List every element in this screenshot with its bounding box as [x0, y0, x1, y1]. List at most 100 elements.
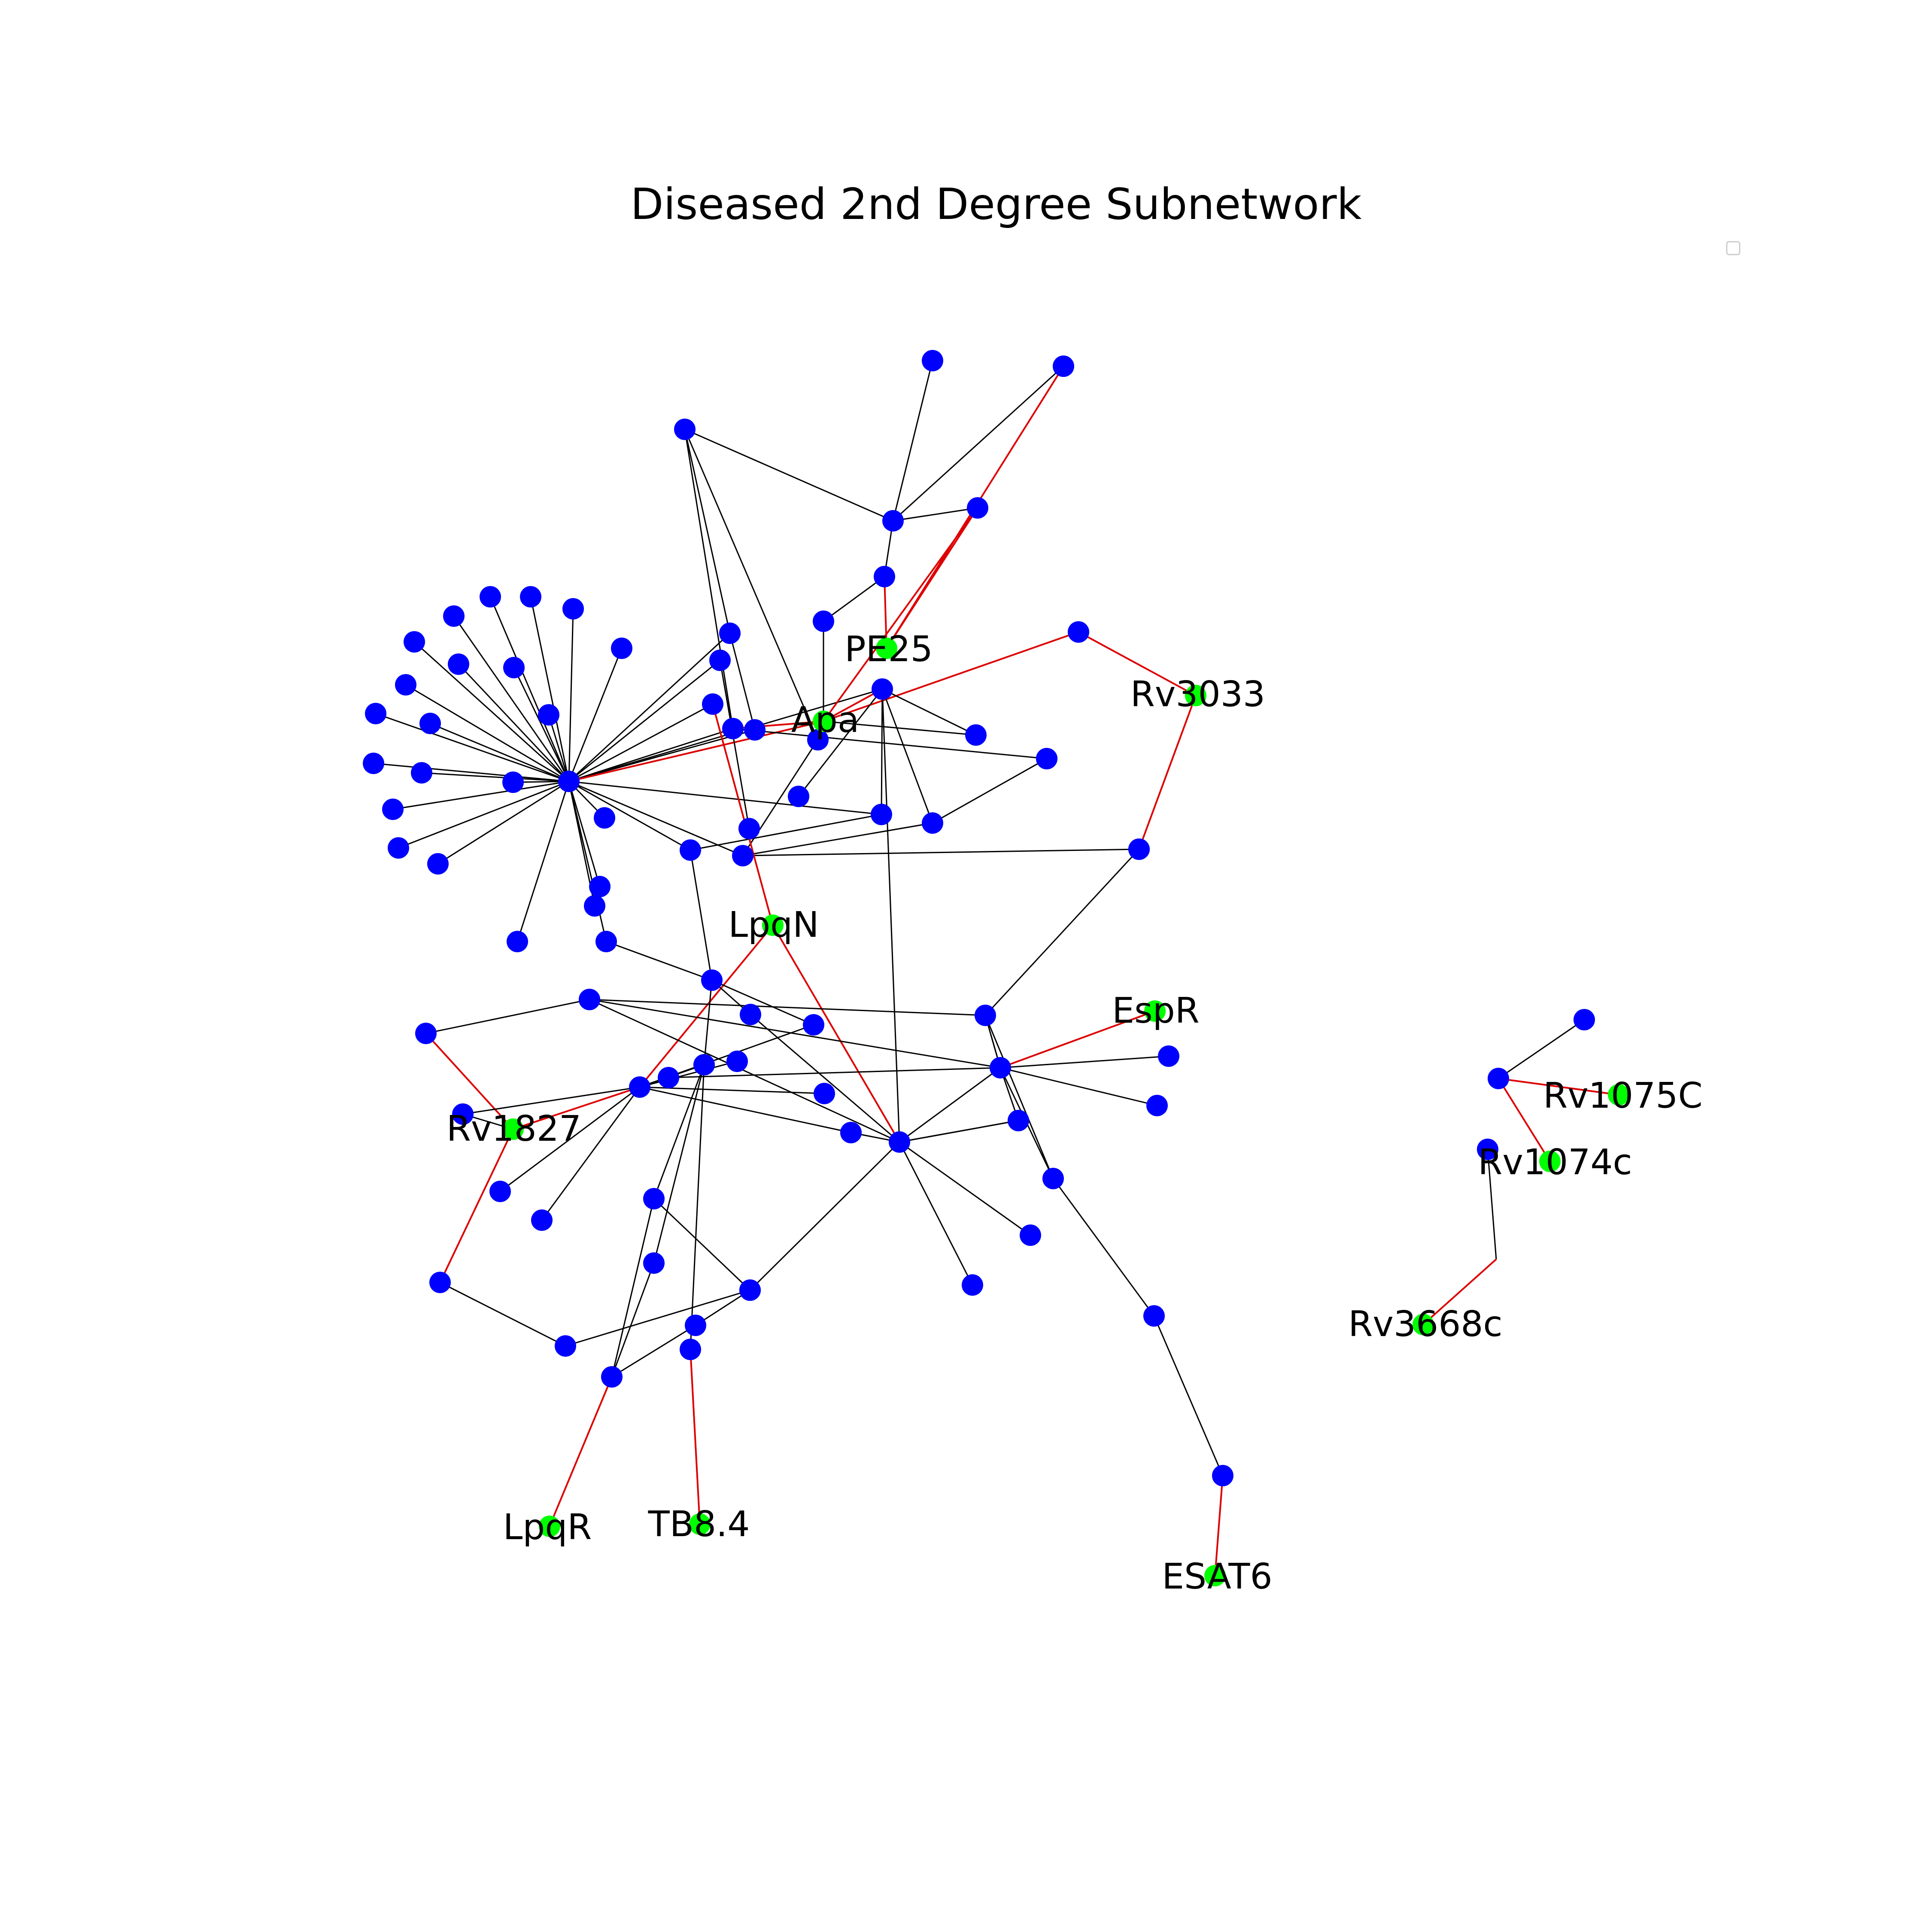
- node-Rv3033: [1185, 685, 1206, 706]
- node-n76: [643, 1188, 665, 1209]
- edge-n42-n36: [690, 814, 882, 851]
- edge-hub-n21: [568, 632, 731, 782]
- edge-hub-n24: [568, 728, 733, 782]
- node-n18: [507, 931, 528, 952]
- node-TB8.4: [689, 1513, 711, 1535]
- node-n49: [1068, 621, 1089, 643]
- edge-n33-n31: [823, 576, 885, 622]
- node-n4: [520, 586, 541, 608]
- node-n25: [744, 719, 766, 741]
- edge-n28-n32: [893, 507, 978, 522]
- edge-n36-n53: [690, 850, 713, 981]
- edge-n86-n87: [1498, 1019, 1585, 1079]
- node-n36: [680, 839, 701, 861]
- node-extra2: [531, 1209, 553, 1231]
- edge-n82-n83: [695, 1289, 750, 1326]
- node-label-apa: Apa: [791, 700, 859, 741]
- edge-n84-n85: [1153, 1315, 1224, 1476]
- node-n50: [1128, 838, 1150, 860]
- edge-hub-n15: [392, 781, 569, 810]
- node-n83: [685, 1315, 706, 1336]
- node-n9: [503, 657, 525, 678]
- edge-hub-n4: [530, 596, 570, 782]
- node-label-esat6: ESAT6: [1162, 1556, 1272, 1597]
- edge-n88-n89: [1487, 1149, 1497, 1260]
- edge-hub-n36: [568, 781, 691, 851]
- node-n88: [1477, 1139, 1498, 1160]
- node-label-lpqr: LpqR: [503, 1507, 592, 1548]
- edge-hub-n19: [548, 714, 570, 782]
- empty-legend-box: [1726, 241, 1741, 255]
- node-n63: [693, 1054, 715, 1075]
- edge-n89-Rv3668c: [1422, 1258, 1497, 1325]
- edge-n52-n75: [899, 1120, 1019, 1143]
- edge-n76-n78: [611, 1198, 655, 1377]
- edge-n20-n28: [684, 428, 893, 522]
- node-n87: [1574, 1009, 1595, 1030]
- node-PE25: [876, 638, 897, 659]
- node-hub: [558, 771, 580, 792]
- node-EspR: [1144, 1000, 1166, 1022]
- node-n48: [738, 818, 760, 839]
- edge-n20-n24: [684, 429, 734, 729]
- node-LpqR: [539, 1516, 560, 1537]
- node-label-rv1074c: Rv1074c: [1478, 1142, 1632, 1183]
- node-n70: [429, 1272, 451, 1293]
- edge-hub-n12: [373, 762, 569, 782]
- node-n39: [807, 729, 829, 750]
- node-n62: [452, 1103, 474, 1125]
- node-n15: [382, 799, 404, 820]
- node-label-rv3033: Rv3033: [1130, 674, 1265, 715]
- edge-n37-n47: [742, 848, 1139, 857]
- node-n44: [922, 812, 943, 834]
- edge-n83-n78: [611, 1324, 696, 1378]
- node-n7: [395, 674, 416, 696]
- node-n32: [967, 497, 988, 519]
- edge-n40-n43: [882, 688, 976, 736]
- node-n82: [739, 1279, 761, 1301]
- edge-n58-n64: [668, 1067, 1001, 1078]
- node-n35: [595, 931, 617, 952]
- node-n41: [788, 786, 809, 807]
- edge-LpqN-n52: [772, 924, 900, 1143]
- edge-n86-Rv1075C: [1498, 1078, 1619, 1096]
- edge-hub-Apa: [568, 720, 824, 782]
- node-label-espr: EspR: [1112, 990, 1200, 1031]
- node-n3: [480, 586, 501, 608]
- edges-layer: [373, 360, 1619, 1576]
- node-n59: [726, 1051, 748, 1072]
- node-n79: [555, 1335, 576, 1357]
- node-n72: [1042, 1168, 1064, 1189]
- edge-hub-n37: [568, 781, 743, 857]
- edge-Rv1827-n70: [439, 1129, 514, 1283]
- node-n12: [363, 753, 384, 774]
- node-n21: [719, 623, 741, 644]
- node-n86: [1488, 1068, 1509, 1089]
- node-n33: [813, 611, 834, 632]
- edge-hub-n7: [405, 684, 569, 782]
- edge-hub-n3: [489, 596, 570, 782]
- edge-hub-n10: [375, 713, 569, 782]
- node-n24: [722, 718, 744, 739]
- edge-n58-n65: [1000, 1055, 1169, 1069]
- diagram-title: Diseased 2nd Degree Subnetwork: [630, 179, 1361, 229]
- node-n28: [882, 510, 904, 532]
- edge-hub-n9: [513, 667, 570, 782]
- node-n10: [365, 703, 386, 724]
- edge-n61-n58: [589, 999, 1001, 1069]
- node-n58: [990, 1057, 1011, 1078]
- edge-n35-n53: [606, 941, 712, 981]
- edge-n42-n40: [881, 689, 883, 815]
- node-n16: [388, 837, 409, 859]
- edge-Rv3033-n50: [1138, 695, 1197, 850]
- node-n74: [962, 1274, 983, 1296]
- edge-n40-n44: [881, 689, 933, 823]
- node-n66: [1146, 1095, 1168, 1116]
- node-n43: [965, 724, 987, 746]
- node-n54: [740, 1004, 761, 1025]
- node-n6: [611, 638, 632, 659]
- edge-n63-n76: [653, 1064, 705, 1199]
- edge-n52-n74: [899, 1142, 973, 1285]
- node-LpqN: [762, 914, 784, 936]
- edge-hub-n16: [398, 781, 569, 849]
